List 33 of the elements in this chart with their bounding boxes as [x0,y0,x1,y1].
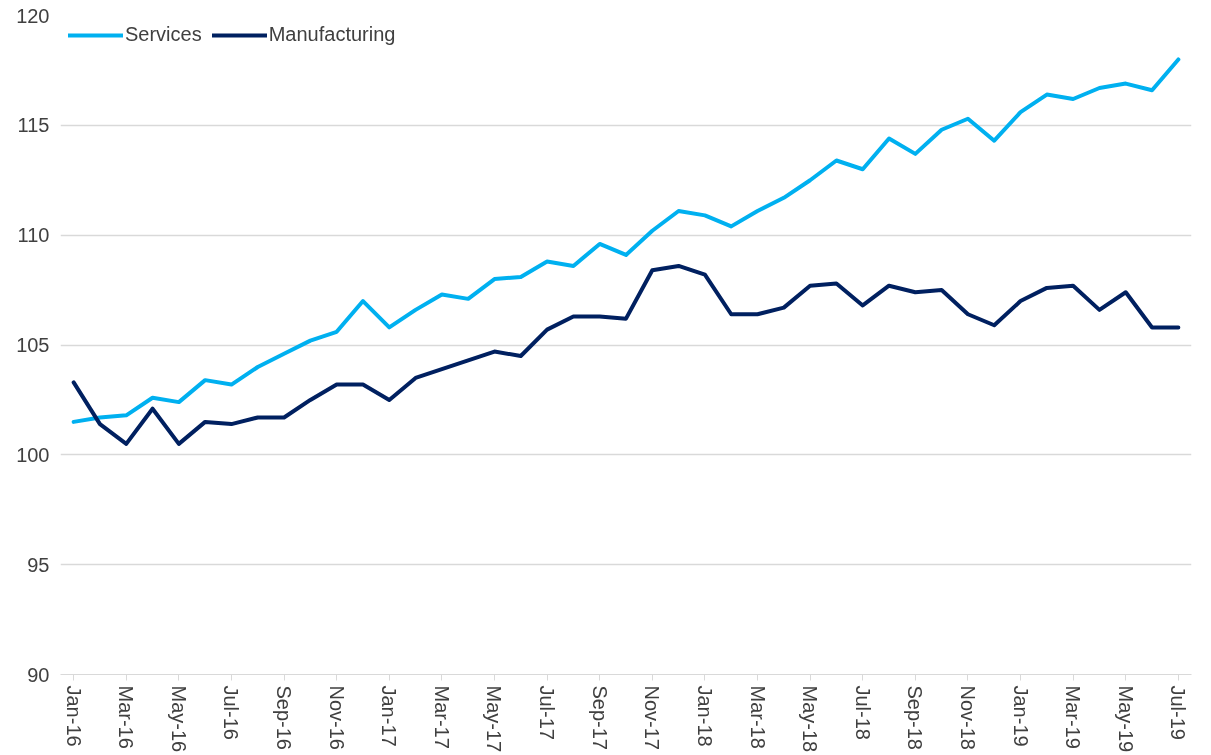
x-tick-label: Jul-16 [220,685,243,740]
x-tick-label: Nov-16 [325,685,348,750]
y-tick-label: 115 [17,114,50,137]
x-tick-label: Mar-18 [746,685,769,749]
x-tick-label: Sep-16 [273,685,296,750]
x-tick-label: Jul-18 [851,685,874,740]
x-tick-label: Jan-19 [1009,685,1032,747]
x-tick-label: May-17 [483,685,506,753]
x-tick-label: Jul-17 [536,685,559,740]
y-tick-label: 120 [16,4,50,27]
y-tick-label: 105 [16,334,50,356]
y-tick-label: 100 [16,443,50,466]
x-tick-label: Jan-17 [378,685,401,747]
x-tick-label: Jan-18 [693,685,716,747]
x-tick-label: Sep-17 [588,685,611,750]
x-tick-label: Mar-19 [1062,685,1085,749]
legend-label: Services [125,23,202,46]
x-tick-label: May-19 [1114,685,1137,753]
x-tick-label: Mar-16 [115,685,138,749]
x-tick-label: Mar-17 [430,685,453,749]
x-tick-label: Nov-17 [641,685,664,750]
x-tick-label: May-18 [799,685,822,753]
x-tick-label: May-16 [167,685,190,753]
x-tick-label: Nov-18 [956,685,979,750]
line-series [71,263,1181,446]
x-tick-label: Jul-19 [1167,685,1190,740]
legend-label: Manufacturing [268,23,396,46]
x-tick-label: Sep-18 [904,685,927,750]
y-tick-label: 110 [17,224,50,247]
line-series [71,57,1181,424]
y-tick-label: 95 [27,553,50,576]
x-tick-label: Jan-16 [62,685,85,747]
y-tick-label: 90 [27,663,50,686]
